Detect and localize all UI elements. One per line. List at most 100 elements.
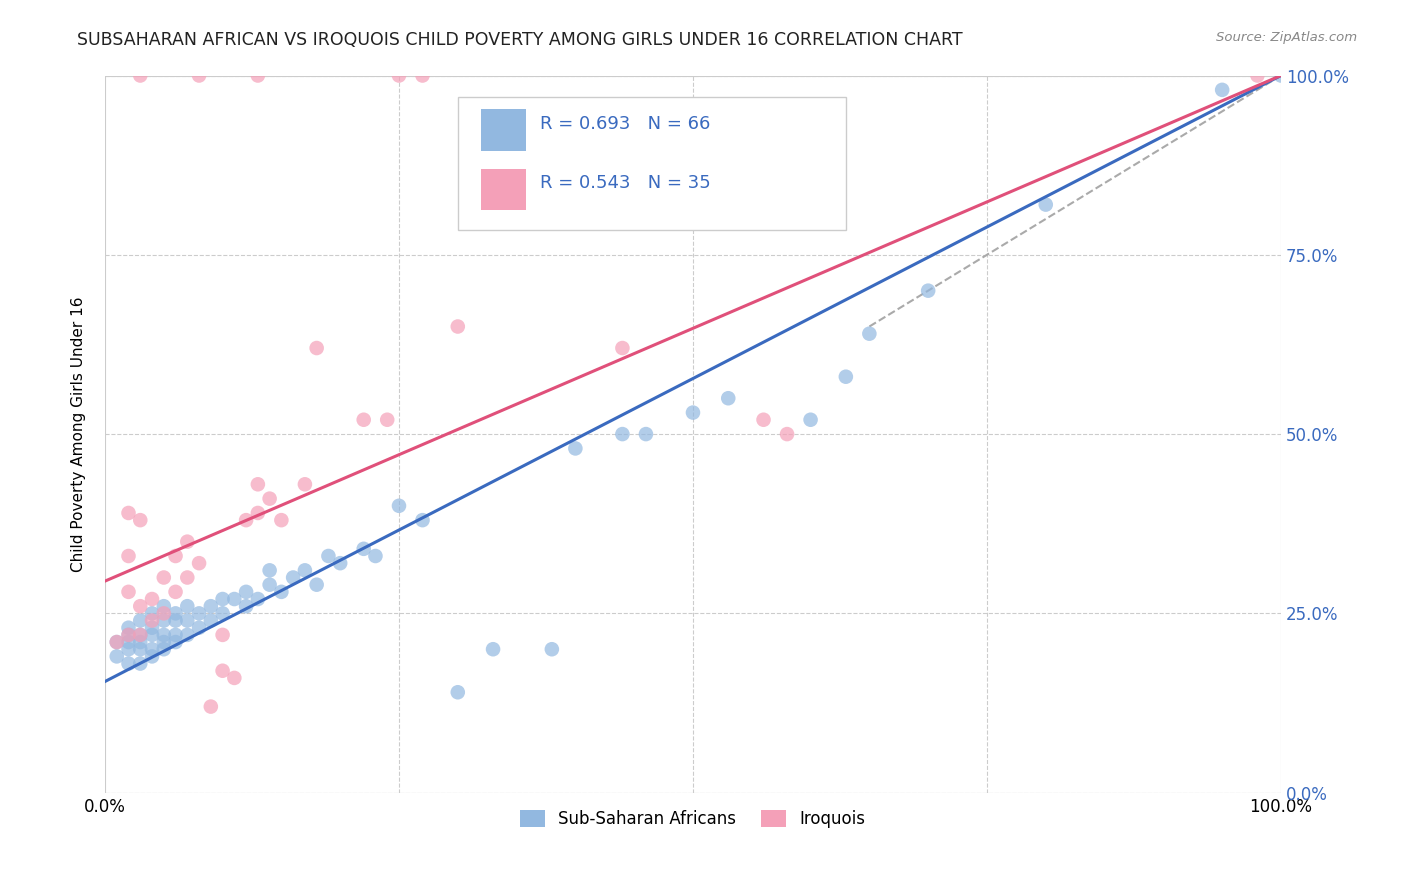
Point [447, 319, 470, 334]
Point [117, 621, 139, 635]
Point [329, 556, 352, 570]
Point [117, 549, 139, 563]
Y-axis label: Child Poverty Among Girls Under 16: Child Poverty Among Girls Under 16 [72, 296, 86, 572]
Point [165, 635, 187, 649]
Point [270, 585, 292, 599]
Point [388, 499, 411, 513]
Point [388, 69, 411, 83]
Point [165, 628, 187, 642]
Point [188, 621, 211, 635]
Point [129, 635, 152, 649]
Point [117, 628, 139, 642]
Point [1246, 69, 1268, 83]
Point [117, 657, 139, 671]
Point [717, 391, 740, 405]
Text: Source: ZipAtlas.com: Source: ZipAtlas.com [1216, 31, 1357, 45]
Point [141, 592, 163, 607]
Point [246, 69, 269, 83]
Point [141, 607, 163, 621]
Point [246, 592, 269, 607]
Point [152, 599, 174, 614]
Point [176, 534, 198, 549]
Point [835, 369, 858, 384]
Point [176, 628, 198, 642]
Point [682, 406, 704, 420]
Point [211, 592, 233, 607]
Point [259, 563, 281, 577]
Point [1270, 69, 1292, 83]
Point [152, 570, 174, 584]
Legend: Sub-Saharan Africans, Iroquois: Sub-Saharan Africans, Iroquois [513, 803, 873, 835]
Point [200, 614, 222, 628]
Point [246, 477, 269, 491]
Point [200, 699, 222, 714]
Point [152, 642, 174, 657]
Text: R = 0.693   N = 66: R = 0.693 N = 66 [540, 115, 710, 133]
Point [281, 570, 304, 584]
Point [141, 628, 163, 642]
Point [165, 614, 187, 628]
Point [165, 549, 187, 563]
Point [188, 607, 211, 621]
Point [117, 642, 139, 657]
Point [482, 642, 505, 657]
Point [188, 556, 211, 570]
Point [117, 628, 139, 642]
Point [259, 577, 281, 591]
Point [270, 513, 292, 527]
Point [235, 599, 257, 614]
Text: SUBSAHARAN AFRICAN VS IROQUOIS CHILD POVERTY AMONG GIRLS UNDER 16 CORRELATION CH: SUBSAHARAN AFRICAN VS IROQUOIS CHILD POV… [77, 31, 963, 49]
Point [411, 69, 433, 83]
Point [318, 549, 340, 563]
Point [305, 577, 328, 591]
Point [800, 413, 823, 427]
Point [634, 427, 657, 442]
Point [564, 442, 586, 456]
Point [141, 649, 163, 664]
Point [117, 585, 139, 599]
Point [176, 614, 198, 628]
Point [129, 513, 152, 527]
Point [294, 563, 316, 577]
Point [105, 635, 128, 649]
Point [211, 664, 233, 678]
Point [152, 614, 174, 628]
Point [612, 427, 634, 442]
Point [364, 549, 387, 563]
Point [176, 599, 198, 614]
Point [188, 69, 211, 83]
Point [117, 635, 139, 649]
Point [353, 413, 375, 427]
Point [152, 635, 174, 649]
Point [259, 491, 281, 506]
Point [612, 341, 634, 355]
Point [246, 506, 269, 520]
Point [1035, 197, 1057, 211]
Point [165, 607, 187, 621]
Point [375, 413, 398, 427]
Point [353, 541, 375, 556]
Point [447, 685, 470, 699]
Point [917, 284, 939, 298]
Point [752, 413, 775, 427]
Point [411, 513, 433, 527]
Point [105, 649, 128, 664]
Point [152, 607, 174, 621]
Point [141, 621, 163, 635]
FancyBboxPatch shape [481, 109, 526, 151]
Point [235, 513, 257, 527]
Point [305, 341, 328, 355]
Point [129, 628, 152, 642]
Point [129, 657, 152, 671]
Point [129, 69, 152, 83]
Point [105, 635, 128, 649]
Point [129, 628, 152, 642]
Point [117, 506, 139, 520]
Point [541, 642, 564, 657]
Text: R = 0.543   N = 35: R = 0.543 N = 35 [540, 174, 711, 192]
Point [1211, 83, 1233, 97]
FancyBboxPatch shape [481, 169, 526, 211]
Point [224, 592, 246, 607]
Point [211, 628, 233, 642]
Point [152, 628, 174, 642]
